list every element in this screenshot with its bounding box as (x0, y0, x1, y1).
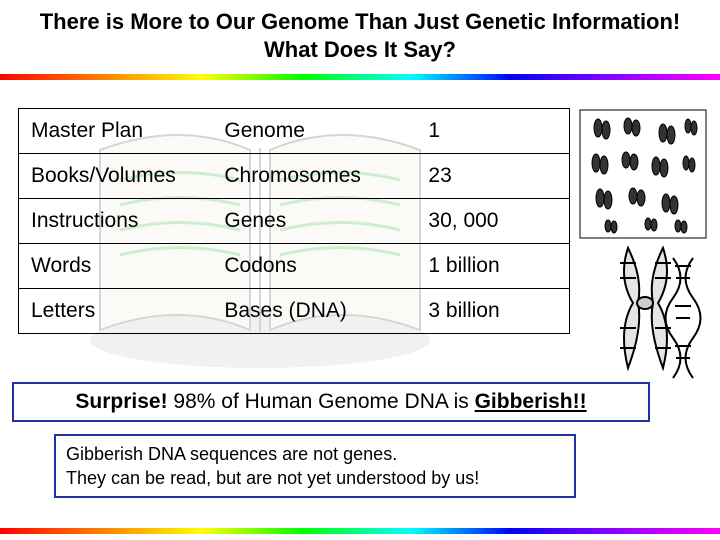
cell-analogy: Instructions (19, 199, 213, 244)
chromosome-illustration (578, 108, 708, 418)
table-row: Books/Volumes Chromosomes 23 (19, 154, 570, 199)
cell-term: Chromosomes (212, 154, 416, 199)
title-line-2: What Does It Say? (0, 36, 720, 64)
rainbow-divider-top (0, 74, 720, 80)
gibberish-line-1: Gibberish DNA sequences are not genes. (66, 442, 564, 466)
cell-analogy: Words (19, 244, 213, 289)
table-row: Instructions Genes 30, 000 (19, 199, 570, 244)
cell-term: Genome (212, 109, 416, 154)
cell-analogy: Books/Volumes (19, 154, 213, 199)
cell-count: 23 (416, 154, 569, 199)
cell-term: Genes (212, 199, 416, 244)
surprise-prefix: Surprise! (75, 390, 167, 413)
rainbow-divider-bottom (0, 528, 720, 534)
surprise-suffix: Gibberish!! (475, 390, 587, 413)
surprise-callout: Surprise! 98% of Human Genome DNA is Gib… (12, 382, 650, 422)
genome-analogy-table: Master Plan Genome 1 Books/Volumes Chrom… (18, 108, 570, 334)
cell-term: Bases (DNA) (212, 289, 416, 334)
table-row: Words Codons 1 billion (19, 244, 570, 289)
gibberish-note: Gibberish DNA sequences are not genes. T… (54, 434, 576, 498)
slide-title: There is More to Our Genome Than Just Ge… (0, 8, 720, 64)
gibberish-line-2: They can be read, but are not yet unders… (66, 466, 564, 490)
title-line-1: There is More to Our Genome Than Just Ge… (0, 8, 720, 36)
table-row: Master Plan Genome 1 (19, 109, 570, 154)
cell-term: Codons (212, 244, 416, 289)
cell-analogy: Master Plan (19, 109, 213, 154)
surprise-middle: 98% of Human Genome DNA is (168, 390, 475, 413)
table-row: Letters Bases (DNA) 3 billion (19, 289, 570, 334)
cell-count: 1 (416, 109, 569, 154)
cell-count: 30, 000 (416, 199, 569, 244)
cell-count: 3 billion (416, 289, 569, 334)
cell-count: 1 billion (416, 244, 569, 289)
cell-analogy: Letters (19, 289, 213, 334)
